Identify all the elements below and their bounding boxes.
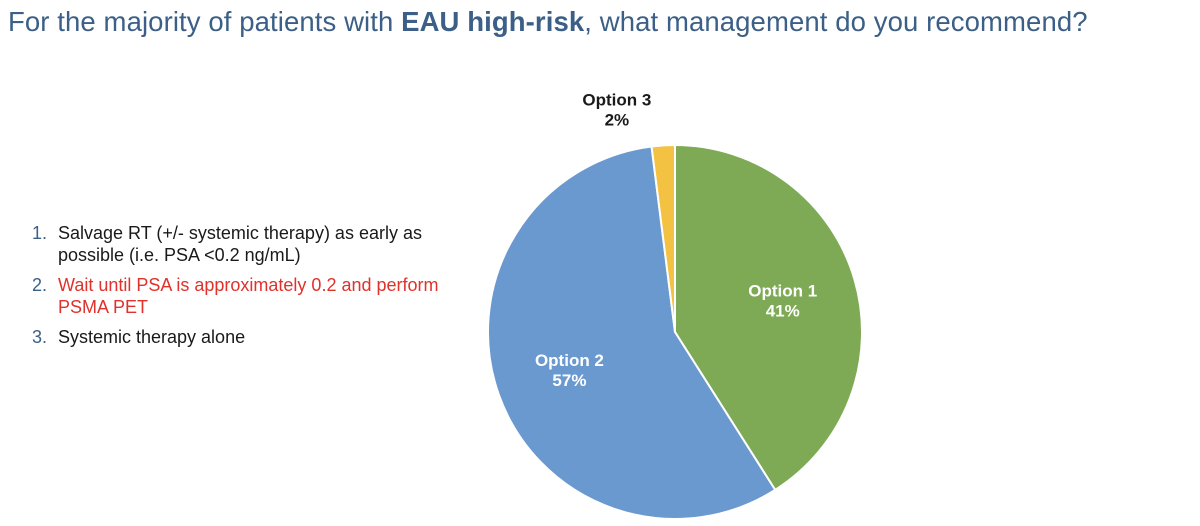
option-number: 2. [32, 275, 48, 295]
option-number: 3. [32, 327, 48, 347]
slice-label-1: Option 141% [748, 282, 817, 321]
slice-value-label: 2% [605, 110, 630, 129]
option-item-1: 1. Salvage RT (+/- systemic therapy) as … [32, 222, 452, 266]
option-text: Systemic therapy alone [58, 327, 246, 347]
title-suffix: , what management do you recommend? [584, 6, 1088, 37]
pie-slice-3 [650, 143, 676, 333]
slice-category-label: Option 2 [535, 351, 604, 370]
option-item-2: 2. Wait until PSA is approximately 0.2 a… [32, 274, 452, 318]
slice-label-2: Option 257% [535, 351, 604, 390]
page-title: For the majority of patients with EAU hi… [8, 6, 1198, 38]
option-text: Salvage RT (+/- systemic therapy) as ear… [58, 223, 422, 265]
pie-slice-2 [487, 145, 777, 520]
slice-value-label: 41% [766, 302, 800, 321]
pie-slice-1 [674, 143, 863, 492]
option-item-3: 3. Systemic therapy alone [32, 326, 452, 348]
title-prefix: For the majority of patients with [8, 6, 402, 37]
slice-category-label: Option 1 [748, 282, 817, 301]
options-list: 1. Salvage RT (+/- systemic therapy) as … [32, 222, 452, 356]
title-bold: EAU high-risk [401, 6, 585, 37]
option-text: Wait until PSA is approximately 0.2 and … [58, 275, 439, 317]
option-number: 1. [32, 223, 48, 243]
slice-label-3: Option 32% [582, 90, 651, 129]
slice-value-label: 57% [552, 371, 586, 390]
slice-category-label: Option 3 [582, 90, 651, 109]
